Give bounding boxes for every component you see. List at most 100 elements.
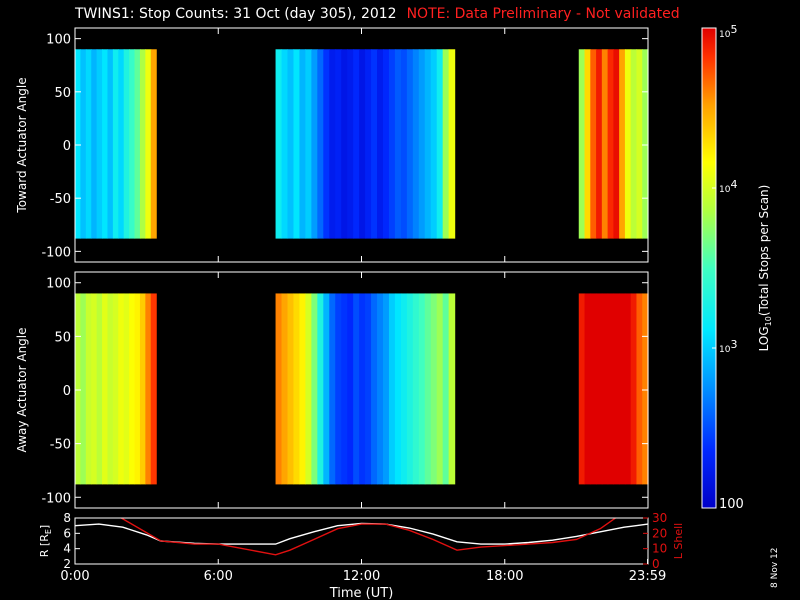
away-heatmap-cell bbox=[281, 293, 289, 485]
toward-heatmap-cell bbox=[85, 49, 92, 239]
time-x-axis-label: Time (UT) bbox=[329, 586, 394, 600]
toward-heatmap-cell bbox=[323, 49, 330, 239]
away-heatmap-cell bbox=[129, 293, 136, 485]
toward-heatmap-cell bbox=[80, 49, 87, 239]
away-heatmap-cell bbox=[341, 293, 348, 485]
away-heatmap-cell bbox=[578, 293, 586, 485]
away-y-tick-label: 100 bbox=[46, 277, 71, 292]
toward-heatmap-cell bbox=[388, 49, 396, 239]
away-heatmap-cell bbox=[442, 293, 450, 485]
colorbar-tick-label: 105 bbox=[719, 23, 737, 40]
colorbar-tick-label: 100 bbox=[719, 497, 744, 512]
away-heatmap-cell bbox=[412, 293, 420, 485]
toward-heatmap-cell bbox=[139, 49, 146, 239]
toward-heatmap-cell bbox=[382, 49, 390, 239]
toward-heatmap-cell bbox=[607, 49, 614, 239]
toward-heatmap-cell bbox=[118, 49, 125, 239]
toward-heatmap-cell bbox=[377, 49, 384, 239]
toward-heatmap-cell bbox=[406, 49, 414, 239]
toward-heatmap-cell bbox=[347, 49, 354, 239]
away-heatmap-cell bbox=[287, 293, 295, 485]
toward-heatmap-cell bbox=[636, 49, 643, 239]
time-x-tick-label: 23:59 bbox=[629, 569, 666, 584]
toward-heatmap-cell bbox=[123, 49, 130, 239]
toward-heatmap-cell bbox=[394, 49, 402, 239]
toward-y-tick-label: 100 bbox=[46, 33, 71, 48]
toward-heatmap-cell bbox=[613, 49, 620, 239]
away-y-tick-label: 50 bbox=[54, 330, 71, 345]
toward-heatmap-cell bbox=[418, 49, 426, 239]
colorbar-label: LOG10(Total Stops per Scan) bbox=[757, 185, 773, 352]
toward-heatmap-cell bbox=[91, 49, 98, 239]
lshell-y-tick-label: 20 bbox=[652, 526, 667, 540]
away-heatmap-cell bbox=[123, 293, 130, 485]
lshell-y-tick-label: 0 bbox=[652, 557, 660, 571]
away-heatmap-cell bbox=[134, 293, 141, 485]
r-axis-label: R [RE] bbox=[38, 525, 53, 557]
away-heatmap-cell bbox=[436, 293, 444, 485]
lshell-y-tick-label: 30 bbox=[652, 511, 667, 525]
toward-heatmap-panel: -100 -50 0 50 100 Toward Actuator Angle bbox=[15, 27, 649, 263]
away-heatmap-cell bbox=[102, 293, 109, 485]
away-heatmap-cell bbox=[80, 293, 87, 485]
away-heatmap-cell bbox=[85, 293, 92, 485]
away-heatmap-panel: -100 -50 0 50 100 Away Actuator Angle bbox=[15, 271, 649, 509]
away-heatmap-cell bbox=[275, 293, 283, 485]
toward-y-tick-label: -100 bbox=[41, 245, 71, 260]
toward-heatmap-cell bbox=[578, 49, 586, 239]
colorbar-tick-label: 104 bbox=[719, 178, 737, 195]
away-heatmap-cell bbox=[299, 293, 306, 485]
lshell-axis-label: L Shell bbox=[672, 523, 685, 559]
colorbar-tick-label: 103 bbox=[719, 338, 737, 355]
toward-heatmap-cell bbox=[642, 49, 649, 239]
toward-heatmap-cell bbox=[400, 49, 408, 239]
toward-heatmap-cell bbox=[129, 49, 136, 239]
toward-y-tick-label: -50 bbox=[50, 192, 71, 207]
away-heatmap-cell bbox=[317, 293, 324, 485]
toward-heatmap-cell bbox=[311, 49, 318, 239]
away-heatmap-cell bbox=[596, 293, 603, 485]
away-heatmap-cell bbox=[96, 293, 103, 485]
colorbar-frame bbox=[701, 27, 717, 509]
toward-heatmap-cell bbox=[590, 49, 597, 239]
away-y-axis-label: Away Actuator Angle bbox=[15, 327, 29, 452]
time-x-tick-label: 0:00 bbox=[60, 569, 89, 584]
away-heatmap-cell bbox=[145, 293, 152, 485]
away-heatmap-cell bbox=[377, 293, 384, 485]
toward-heatmap-cell bbox=[150, 49, 157, 239]
away-heatmap-cell bbox=[323, 293, 330, 485]
away-y-tick-label: -100 bbox=[41, 491, 71, 506]
toward-heatmap-cell bbox=[145, 49, 152, 239]
toward-heatmap-cell bbox=[371, 49, 378, 239]
away-heatmap-cell bbox=[311, 293, 318, 485]
away-heatmap-cell bbox=[624, 293, 632, 485]
r-y-tick-label: 2 bbox=[63, 557, 71, 571]
r-y-tick-label: 8 bbox=[63, 511, 71, 525]
lshell-series-line bbox=[119, 518, 617, 556]
toward-heatmap-cell bbox=[112, 49, 119, 239]
away-heatmap-cell bbox=[335, 293, 342, 485]
away-heatmap-cell bbox=[584, 293, 591, 485]
away-heatmap-cell bbox=[406, 293, 414, 485]
toward-heatmap-cell bbox=[442, 49, 450, 239]
toward-heatmap-cell bbox=[329, 49, 336, 239]
toward-heatmap-cell bbox=[341, 49, 348, 239]
toward-heatmap-cell bbox=[630, 49, 638, 239]
colorbar-gradient bbox=[702, 28, 716, 508]
away-heatmap-cell bbox=[353, 293, 360, 485]
away-heatmap-cell bbox=[382, 293, 390, 485]
r-y-tick-label: 4 bbox=[63, 542, 71, 556]
toward-heatmap-cell bbox=[624, 49, 632, 239]
toward-heatmap-cell bbox=[436, 49, 444, 239]
toward-heatmap-cell bbox=[448, 49, 456, 239]
away-heatmap-cell bbox=[305, 293, 312, 485]
toward-heatmap-cell bbox=[584, 49, 591, 239]
toward-heatmap-cell bbox=[412, 49, 420, 239]
away-heatmap-cell bbox=[400, 293, 408, 485]
toward-heatmap-cell bbox=[430, 49, 438, 239]
away-heatmap-cell bbox=[601, 293, 609, 485]
away-heatmap-cell bbox=[150, 293, 157, 485]
away-heatmap-cell bbox=[430, 293, 438, 485]
